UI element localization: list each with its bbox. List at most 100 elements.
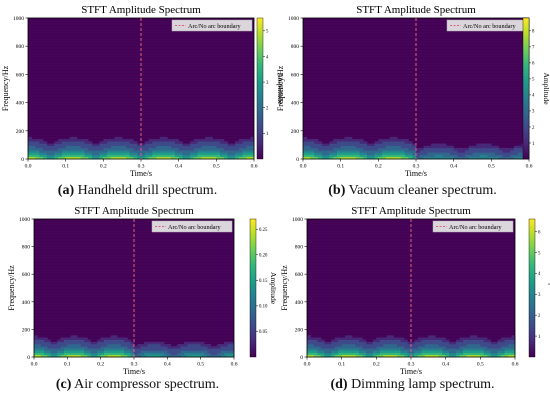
y-tick-label: 600 (291, 72, 300, 78)
x-tick-label: 0.6 (231, 362, 238, 368)
colorbar-tick-label: 1 (532, 142, 535, 147)
colorbar-tick-label: 1 (538, 335, 541, 340)
y-tick-label: 600 (22, 272, 31, 278)
spectrum-cells (303, 136, 530, 160)
colorbar (522, 17, 530, 160)
x-tick-label: 0.4 (450, 164, 457, 170)
colorbar-label: Amplitude (548, 272, 550, 305)
caption-text-d: Dimming lamp spectrum. (347, 377, 495, 392)
x-axis-label: Time/s (405, 169, 427, 178)
spectrum-cells (34, 335, 235, 358)
colorbar-tick-label: 2 (266, 107, 269, 112)
y-tick-label: 800 (291, 44, 300, 50)
x-tick-label: 0.6 (512, 362, 519, 368)
y-tick-label: 400 (22, 300, 31, 306)
y-tick-label: 200 (22, 327, 31, 333)
x-tick-label: 0.0 (31, 362, 38, 368)
colorbar-tick-label: 7 (532, 46, 535, 51)
x-tick-label: 0.4 (175, 164, 182, 170)
chart-title: STFT Amplitude Spectrum (356, 4, 476, 16)
legend-label: Arc/No arc boundary (449, 224, 502, 231)
y-tick-label: 400 (16, 101, 25, 107)
colorbar (528, 218, 536, 358)
colorbar-tick-label: 4 (532, 94, 535, 99)
chart-title: STFT Amplitude Spectrum (74, 205, 194, 217)
colorbar-tick-label: 0.05 (259, 330, 268, 335)
x-tick-label: 0.3 (138, 164, 145, 170)
colorbar-tick-label: 5 (266, 30, 269, 35)
x-tick-label: 0.2 (100, 164, 107, 170)
y-tick-label: 200 (291, 129, 300, 135)
y-tick-label: 600 (16, 72, 25, 78)
y-tick-label: 400 (291, 101, 300, 107)
x-tick-label: 0.5 (477, 362, 484, 368)
y-tick-label: 1000 (288, 16, 299, 22)
x-tick-label: 0.1 (337, 164, 344, 170)
x-tick-label: 0.2 (373, 362, 380, 368)
colorbar-tick-label: 4 (538, 272, 541, 277)
panel-a: STFT Amplitude Spectrum 0.0 0.1 0.2 0.3 0.4 0.… (0, 0, 285, 201)
x-tick-label: 0.2 (97, 362, 104, 368)
panel-c: STFT Amplitude Spectrum 0.0 0.1 0.2 0.3 0.4 0.… (0, 201, 278, 403)
colorbar-tick-label: 2 (538, 314, 541, 319)
caption-letter-a: (a) (57, 183, 75, 198)
colorbar-tick-label: 5 (538, 251, 541, 256)
caption-text-a: Handheld drill spectrum. (74, 183, 218, 198)
panel-d: STFT Amplitude Spectrum 0.0 0.1 0.2 0.3 0.4 0.… (275, 201, 550, 403)
y-axis-label: Frequency/Hz (7, 265, 16, 311)
caption-letter-c: (c) (55, 377, 72, 392)
spectrum-cells (28, 136, 255, 160)
legend-box (171, 19, 253, 32)
x-tick-label: 0.0 (304, 362, 311, 368)
panel-b: STFT Amplitude Spectrum 0.0 0.1 0.2 0.3 0.4 0.… (275, 0, 550, 201)
legend-box (151, 220, 233, 233)
y-tick-label: 600 (295, 272, 304, 278)
y-tick-label: 800 (16, 44, 25, 50)
x-axis-label: Time/s (400, 367, 422, 376)
colorbar-tick-label: 4 (266, 55, 269, 60)
colorbar-tick-label: 8 (532, 30, 535, 35)
caption-text-c: Air compressor spectrum. (71, 377, 220, 392)
spectrogram-chart-a: STFT Amplitude Spectrum 0.0 0.1 0.2 0.3 0.4 0.… (1, 4, 285, 178)
x-tick-label: 0.1 (338, 362, 345, 368)
colorbar-label: Amplitude (276, 72, 285, 105)
colorbar (249, 218, 257, 358)
y-tick-label: 0 (300, 355, 303, 361)
caption-d: (d) Dimming lamp spectrum. (275, 377, 550, 393)
y-axis-label: Frequency/Hz (280, 265, 289, 311)
colorbar-tick-label: 3 (532, 110, 535, 115)
y-tick-label: 400 (295, 300, 304, 306)
y-tick-label: 200 (16, 129, 25, 135)
y-tick-label: 0 (27, 355, 30, 361)
y-tick-label: 0 (21, 157, 24, 163)
colorbar-tick-label: 0.10 (259, 305, 268, 310)
colorbar-tick-label: 6 (538, 230, 541, 235)
colorbar-tick-label: 0.15 (259, 279, 268, 284)
colorbar-tick-label: 6 (532, 62, 535, 67)
caption-b: (b) Vacuum cleaner spectrum. (275, 183, 550, 199)
colorbar-label: Amplitude (542, 72, 550, 105)
legend-box (432, 220, 514, 233)
y-tick-label: 1000 (19, 217, 30, 223)
spectrogram-chart-b: STFT Amplitude Spectrum 0.0 0.1 0.2 0.3 0.4 0.… (276, 4, 550, 178)
colorbar-label: Amplitude (269, 272, 278, 305)
x-tick-label: 0.4 (442, 362, 449, 368)
x-tick-label: 0.6 (251, 164, 258, 170)
x-tick-label: 0.6 (526, 164, 533, 170)
caption-a: (a) Handheld drill spectrum. (0, 183, 275, 199)
legend-label: Arc/No arc boundary (168, 224, 221, 231)
spectrum-cells (307, 335, 516, 358)
x-tick-label: 0.1 (64, 362, 71, 368)
colorbar-tick-label: 1 (266, 132, 269, 137)
y-tick-label: 800 (295, 245, 304, 251)
colorbar-tick-label: 5 (532, 78, 535, 83)
y-tick-label: 1000 (292, 217, 303, 223)
colorbar-tick-label: 0.25 (259, 228, 268, 233)
colorbar-tick-label: 2 (532, 126, 535, 131)
caption-c: (c) Air compressor spectrum. (0, 377, 275, 393)
y-axis-label: Frequency/Hz (1, 65, 10, 111)
x-tick-label: 0.4 (164, 362, 171, 368)
x-axis-label: Time/s (130, 169, 152, 178)
x-tick-label: 0.2 (375, 164, 382, 170)
x-tick-label: 0.3 (131, 362, 138, 368)
